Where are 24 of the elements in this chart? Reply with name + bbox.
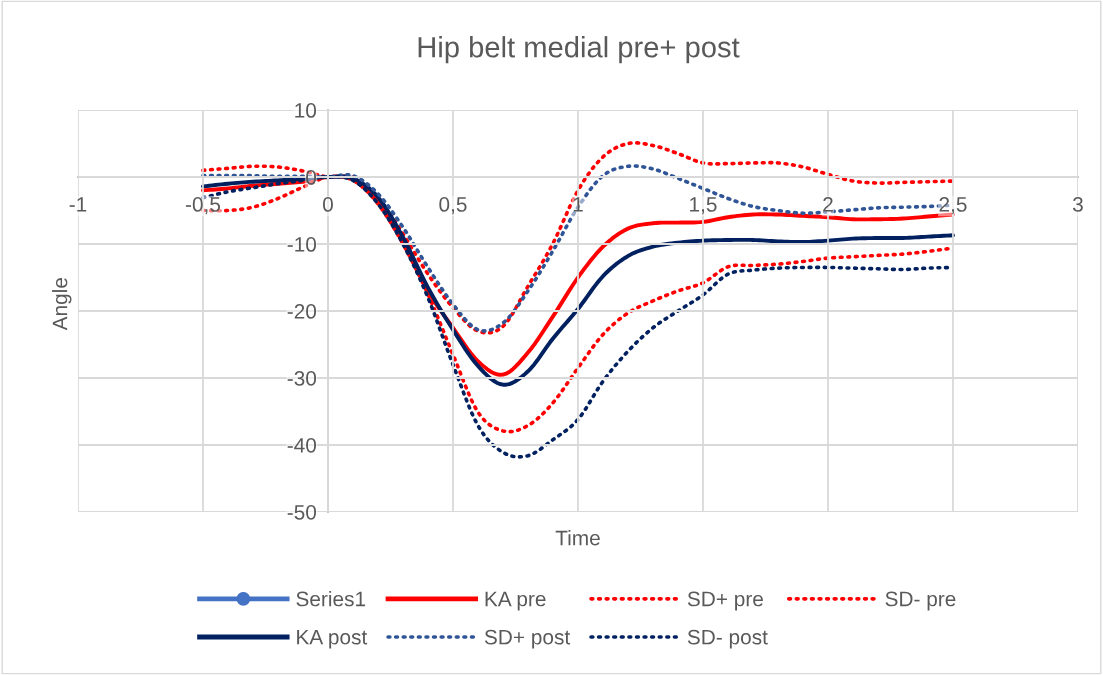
y-tick-label: -50 (287, 504, 317, 520)
y-tick-label: 0 (306, 170, 317, 185)
x-tick-label: 2 (823, 197, 833, 212)
y-axis-title: Angle (52, 278, 72, 331)
x-tick-label: 3 (1072, 197, 1083, 212)
legend-label: SD+ post (484, 629, 571, 649)
legend-label: Series1 (296, 591, 366, 607)
legend-label: SD- pre (885, 591, 956, 611)
y-tick-label: -20 (287, 304, 317, 319)
x-axis-title: Time (555, 530, 600, 546)
x-tick-label: 1,5 (690, 197, 717, 215)
x-tick-label: 0 (323, 197, 333, 212)
x-tick-label: -0,5 (185, 197, 221, 215)
chart-title: Hip belt medial pre+ post (418, 36, 740, 64)
legend-label: KA pre (485, 591, 546, 611)
x-tick-label: -1 (69, 197, 87, 212)
legend-label: KA post (297, 629, 368, 649)
legend-label: SD- post (687, 629, 768, 649)
y-tick-label: -30 (287, 371, 317, 386)
legend-label: SD+ pre (687, 591, 763, 611)
y-tick-label: -10 (287, 237, 317, 252)
y-tick-label: -40 (287, 438, 317, 453)
y-tick-label: 10 (295, 103, 317, 118)
x-tick-label: 0,5 (439, 197, 467, 215)
